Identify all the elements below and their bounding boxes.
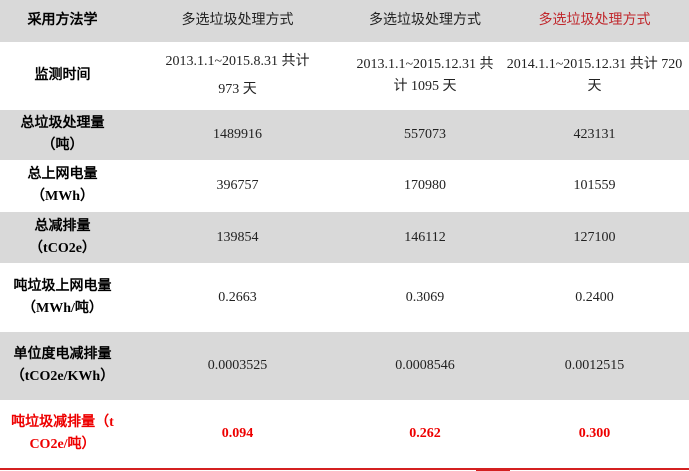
cell: 0.300 [578,426,611,441]
cell: 0.0012515 [500,332,689,400]
row-label: 吨垃圾上网电量 （MWh/吨） [13,278,112,316]
cell: 1489916 [125,110,350,160]
cell: 139854 [125,212,350,263]
cell: 146112 [350,212,500,263]
cell: 2013.1.1~2015.8.31 共计 973 天 [165,54,310,97]
cell: 423131 [500,110,689,160]
cell: 0.0003525 [125,332,350,400]
cell: 2013.1.1~2015.12.31 共计 1095 天 [356,57,494,94]
header-col-3: 多选垃圾处理方式 [500,0,689,42]
table-row: 总垃圾处理量 （吨） 1489916 557073 423131 [0,110,689,160]
cell: 0.2400 [575,289,614,305]
row-label: 监测时间 [34,68,91,83]
cell: 170980 [404,178,446,193]
row-label: 总上网电量 （MWh） [27,167,98,204]
cell: 0.262 [409,426,441,441]
table-row: 监测时间 2013.1.1~2015.8.31 共计 973 天 2013.1.… [0,42,689,110]
cell: 0.3069 [405,289,445,305]
cell: 0.094 [221,426,254,441]
cell: 127100 [500,212,689,263]
cell: 0.0008546 [350,332,500,400]
header-label: 采用方法学 [0,0,125,42]
header-col-1: 多选垃圾处理方式 [125,0,350,42]
row-label: 吨垃圾减排量（t CO2e/吨） [11,415,114,452]
row-label: 单位度电减排量 （tCO2e/KWh） [0,332,125,400]
table-row: 单位度电减排量 （tCO2e/KWh） 0.0003525 0.0008546 0… [0,332,689,400]
table-row: 总上网电量 （MWh） 396757 170980 101559 [0,160,689,212]
table-row-highlight: 吨垃圾减排量（t CO2e/吨） 0.094 0.262 0.300 [0,400,689,468]
row-label: 总减排量 （tCO2e） [0,212,125,263]
cell: 101559 [573,178,616,193]
cell: 396757 [216,178,259,193]
bottom-accent-mark [476,468,510,471]
cell: 2014.1.1~2015.12.31 共计 720 天 [506,57,683,94]
cell: 0.2663 [218,289,257,305]
header-row: 采用方法学 多选垃圾处理方式 多选垃圾处理方式 多选垃圾处理方式 [0,0,689,42]
bottom-divider [0,468,689,470]
cell: 557073 [350,110,500,160]
row-label: 总垃圾处理量 （吨） [0,110,125,160]
table-row: 总减排量 （tCO2e） 139854 146112 127100 [0,212,689,263]
table-row: 吨垃圾上网电量 （MWh/吨） 0.2663 0.3069 0.2400 [0,263,689,332]
header-col-2: 多选垃圾处理方式 [350,0,500,42]
